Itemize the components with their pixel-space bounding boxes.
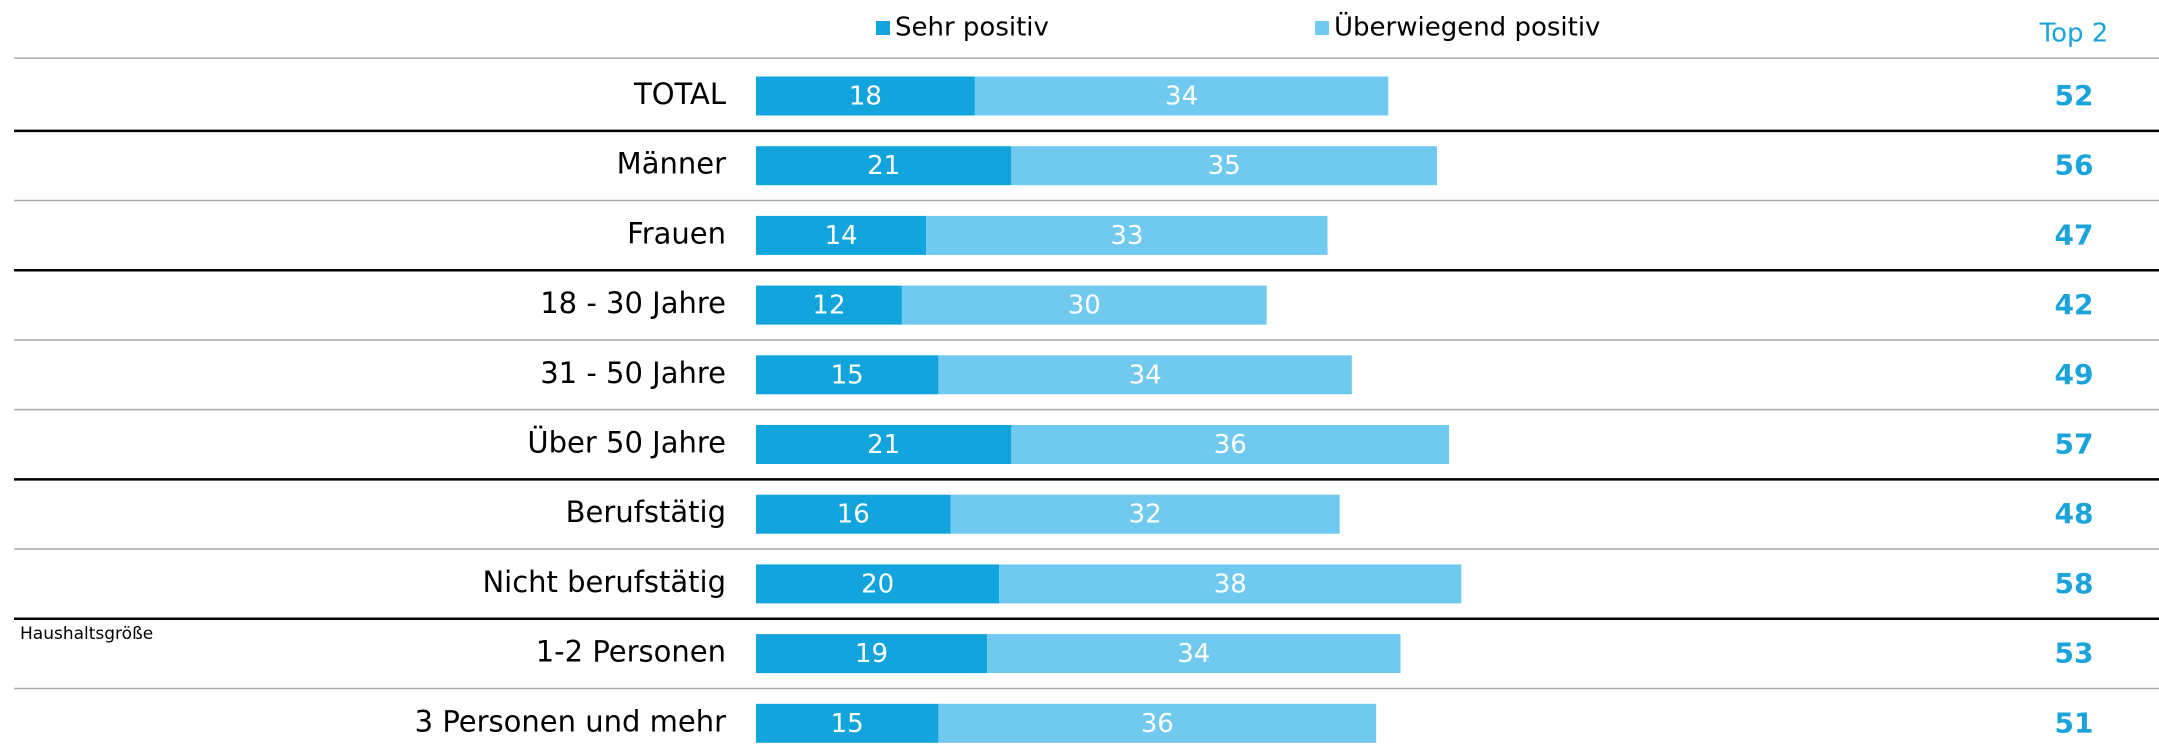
category-label: 31 - 50 Jahre (540, 356, 726, 390)
bar-segment (756, 146, 1012, 186)
bar-segment (974, 76, 1389, 116)
bar-value-label: 34 (1129, 360, 1162, 390)
bar-segment (950, 494, 1340, 534)
bar-segment (938, 703, 1377, 743)
total-label: 42 (2055, 288, 2094, 321)
bar-value-label: 34 (1165, 82, 1198, 112)
bar-value-label: 15 (831, 360, 864, 390)
bar-value-label: 19 (855, 639, 888, 669)
bar-segment (1011, 425, 1450, 464)
bar-value-label: 21 (867, 430, 900, 460)
total-label: 57 (2055, 428, 2094, 461)
bar-segment (999, 564, 1462, 604)
bar-segment (901, 285, 1267, 325)
bar-value-label: 16 (837, 500, 870, 530)
bar-segment (756, 564, 1000, 604)
total-label: 56 (2055, 149, 2094, 182)
bar-value-label: 32 (1129, 500, 1162, 530)
legend-label: Sehr positiv (895, 13, 1049, 43)
total-label: 52 (2055, 79, 2094, 112)
category-label: Über 50 Jahre (527, 426, 726, 460)
bar-segment (926, 215, 1328, 255)
bar-value-label: 12 (812, 291, 845, 321)
legend-swatch (1315, 21, 1329, 35)
bar-value-label: 38 (1214, 569, 1247, 599)
category-label: 1-2 Personen (536, 635, 726, 669)
legend-label: Überwiegend positiv (1334, 11, 1600, 43)
bar-value-label: 21 (867, 151, 900, 181)
bar-value-label: 33 (1110, 221, 1143, 251)
bar-value-label: 34 (1177, 639, 1210, 669)
category-label: Berufstätig (566, 495, 726, 529)
bar-segment (756, 703, 939, 743)
total-label: 47 (2055, 218, 2094, 251)
category-label: 3 Personen und mehr (415, 704, 726, 738)
bar-segment (756, 76, 975, 116)
bar-value-label: 35 (1208, 151, 1241, 181)
category-label: Nicht berufstätig (482, 565, 726, 599)
bar-segment (987, 634, 1401, 674)
total-label: 53 (2055, 637, 2094, 670)
bar-segment (756, 215, 927, 255)
bar-value-label: 36 (1141, 709, 1174, 739)
category-label: Frauen (627, 216, 726, 250)
annotation: Haushaltsgröße (20, 624, 153, 644)
bar-segment (1011, 146, 1437, 186)
category-label: Männer (617, 147, 726, 181)
bar-segment (938, 355, 1352, 395)
bar-value-label: 20 (861, 569, 894, 599)
bar-segment (756, 285, 902, 325)
category-label: 18 - 30 Jahre (540, 286, 726, 320)
total-label: 48 (2055, 497, 2094, 530)
legend-swatch (876, 21, 890, 35)
category-label: TOTAL (633, 77, 726, 111)
total-label: 58 (2055, 567, 2094, 600)
bar-segment (756, 355, 939, 395)
bar-value-label: 30 (1068, 291, 1101, 321)
bar-segment (756, 425, 1012, 464)
bar-segment (756, 494, 951, 534)
totals-header: Top 2 (2039, 19, 2109, 49)
bar-value-label: 36 (1214, 430, 1247, 460)
bar-value-label: 14 (825, 221, 858, 251)
bar-value-label: 18 (849, 82, 882, 112)
total-label: 51 (2055, 706, 2094, 739)
bar-value-label: 15 (831, 709, 864, 739)
total-label: 49 (2055, 358, 2094, 391)
bar-segment (756, 634, 988, 674)
